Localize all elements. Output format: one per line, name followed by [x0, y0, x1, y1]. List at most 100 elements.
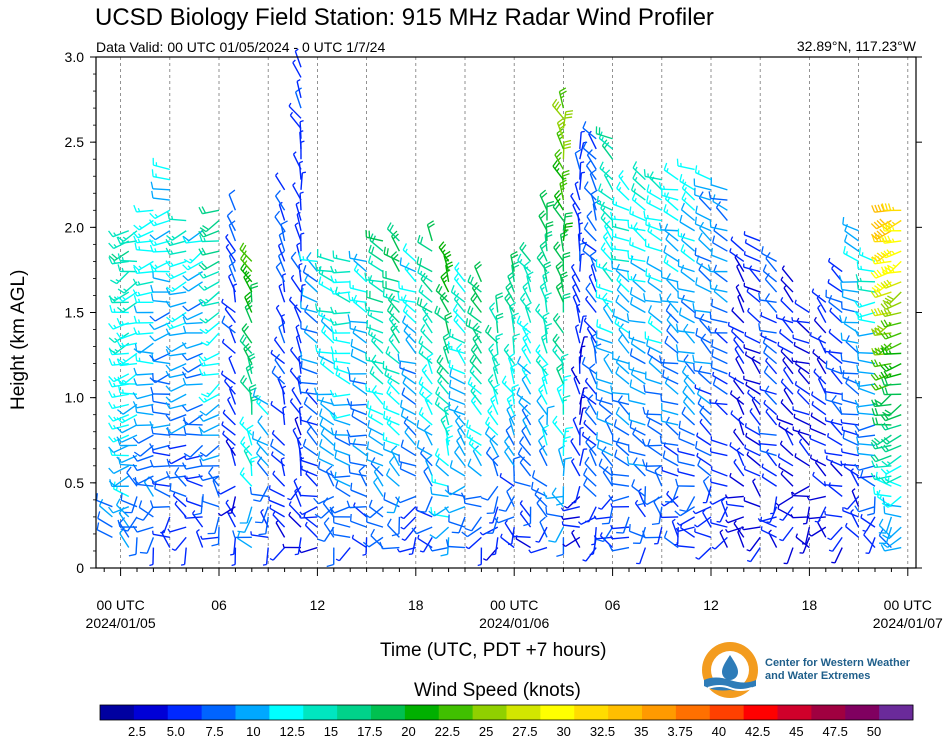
barb-shaft — [154, 488, 171, 498]
wind-barb — [149, 421, 170, 429]
barb-shaft — [289, 400, 302, 416]
wind-barb — [464, 516, 482, 532]
barb-shaft — [136, 483, 154, 487]
wind-barb — [584, 456, 597, 477]
barb-feather — [257, 415, 263, 423]
barb-shaft — [617, 401, 630, 416]
wind-barb — [504, 292, 515, 313]
barb-half-feather — [295, 324, 300, 328]
barb-half-feather — [233, 283, 238, 286]
barb-feather — [564, 215, 573, 218]
barb-shaft — [152, 505, 170, 509]
wind-barb — [522, 414, 532, 436]
barb-shaft — [400, 468, 417, 477]
barb-half-feather — [747, 389, 750, 394]
barb-half-feather — [761, 473, 765, 478]
wind-barb — [611, 219, 630, 232]
barb-shaft — [401, 415, 417, 426]
wind-barb — [595, 371, 613, 385]
barb-half-feather — [666, 168, 669, 172]
barb-half-feather — [524, 286, 528, 291]
wind-barb — [844, 522, 860, 538]
wind-barb — [521, 373, 532, 395]
barb-shaft — [661, 469, 679, 477]
wind-barb — [116, 291, 138, 302]
wind-barb — [552, 159, 564, 181]
barb-shaft — [744, 254, 761, 263]
barb-feather — [472, 322, 479, 329]
wind-barb — [665, 416, 679, 436]
wind-barb — [199, 444, 220, 458]
barb-shaft — [351, 355, 367, 365]
barb-shaft — [169, 332, 187, 337]
wind-barb — [96, 522, 113, 538]
wind-barb — [330, 306, 351, 315]
wind-barb — [181, 403, 203, 412]
barb-feather — [608, 494, 614, 502]
barb-shaft — [143, 481, 154, 497]
barb-shaft — [760, 335, 777, 344]
barb-shaft — [468, 536, 482, 550]
barb-half-feather — [827, 278, 830, 283]
barb-feather — [258, 533, 266, 536]
barb-half-feather — [203, 273, 207, 278]
barb-half-feather — [244, 260, 248, 264]
barb-half-feather — [137, 207, 141, 212]
wind-barb — [611, 393, 630, 406]
wind-barb — [199, 291, 220, 304]
wind-barb — [585, 295, 597, 313]
barb-feather — [243, 325, 250, 333]
barb-feather — [557, 117, 564, 124]
barb-feather — [519, 241, 525, 249]
barb-half-feather — [844, 522, 848, 527]
barb-feather — [883, 437, 890, 443]
wind-barb — [288, 511, 302, 528]
barb-shaft — [228, 224, 237, 242]
barb-half-feather — [443, 279, 447, 284]
barb-half-feather — [730, 236, 734, 241]
wind-barb — [292, 151, 302, 170]
wind-barb — [416, 297, 433, 314]
barb-feather — [138, 500, 143, 508]
barb-feather — [562, 169, 570, 174]
wind-barb — [108, 291, 130, 302]
barb-shaft — [114, 475, 130, 487]
wind-barb — [880, 444, 902, 453]
barb-feather — [643, 384, 646, 393]
barb-half-feather — [334, 392, 338, 397]
barb-shaft — [873, 496, 876, 514]
wind-barb — [556, 537, 565, 557]
barb-feather — [383, 441, 386, 450]
wind-barb — [200, 383, 220, 398]
barb-feather — [762, 264, 767, 272]
barb-half-feather — [455, 319, 459, 323]
wind-barb — [794, 381, 810, 395]
barb-half-feather — [170, 274, 175, 278]
wind-barb — [167, 211, 187, 222]
barb-shaft — [783, 389, 794, 405]
barb-feather — [880, 477, 887, 484]
barb-half-feather — [828, 328, 832, 333]
wind-barb — [198, 393, 220, 403]
barb-half-feather — [601, 166, 605, 171]
barb-feather — [708, 191, 712, 199]
barb-feather — [842, 217, 845, 225]
wind-barb — [779, 526, 794, 542]
barb-shaft — [612, 483, 630, 487]
barb-feather — [628, 523, 631, 532]
barb-feather — [678, 431, 681, 439]
barb-feather — [365, 383, 367, 391]
wind-barb — [168, 454, 187, 465]
wind-barb — [221, 421, 236, 436]
barb-feather — [370, 457, 376, 465]
wind-barb — [681, 192, 696, 211]
barb-half-feather — [554, 349, 558, 354]
barb-feather — [659, 293, 662, 302]
barb-feather — [544, 264, 552, 269]
barb-half-feather — [170, 250, 174, 255]
barb-shaft — [588, 449, 597, 467]
barb-feather — [676, 353, 679, 361]
wind-barb — [615, 294, 630, 314]
wind-barb — [659, 435, 679, 447]
wind-barb — [841, 392, 859, 406]
